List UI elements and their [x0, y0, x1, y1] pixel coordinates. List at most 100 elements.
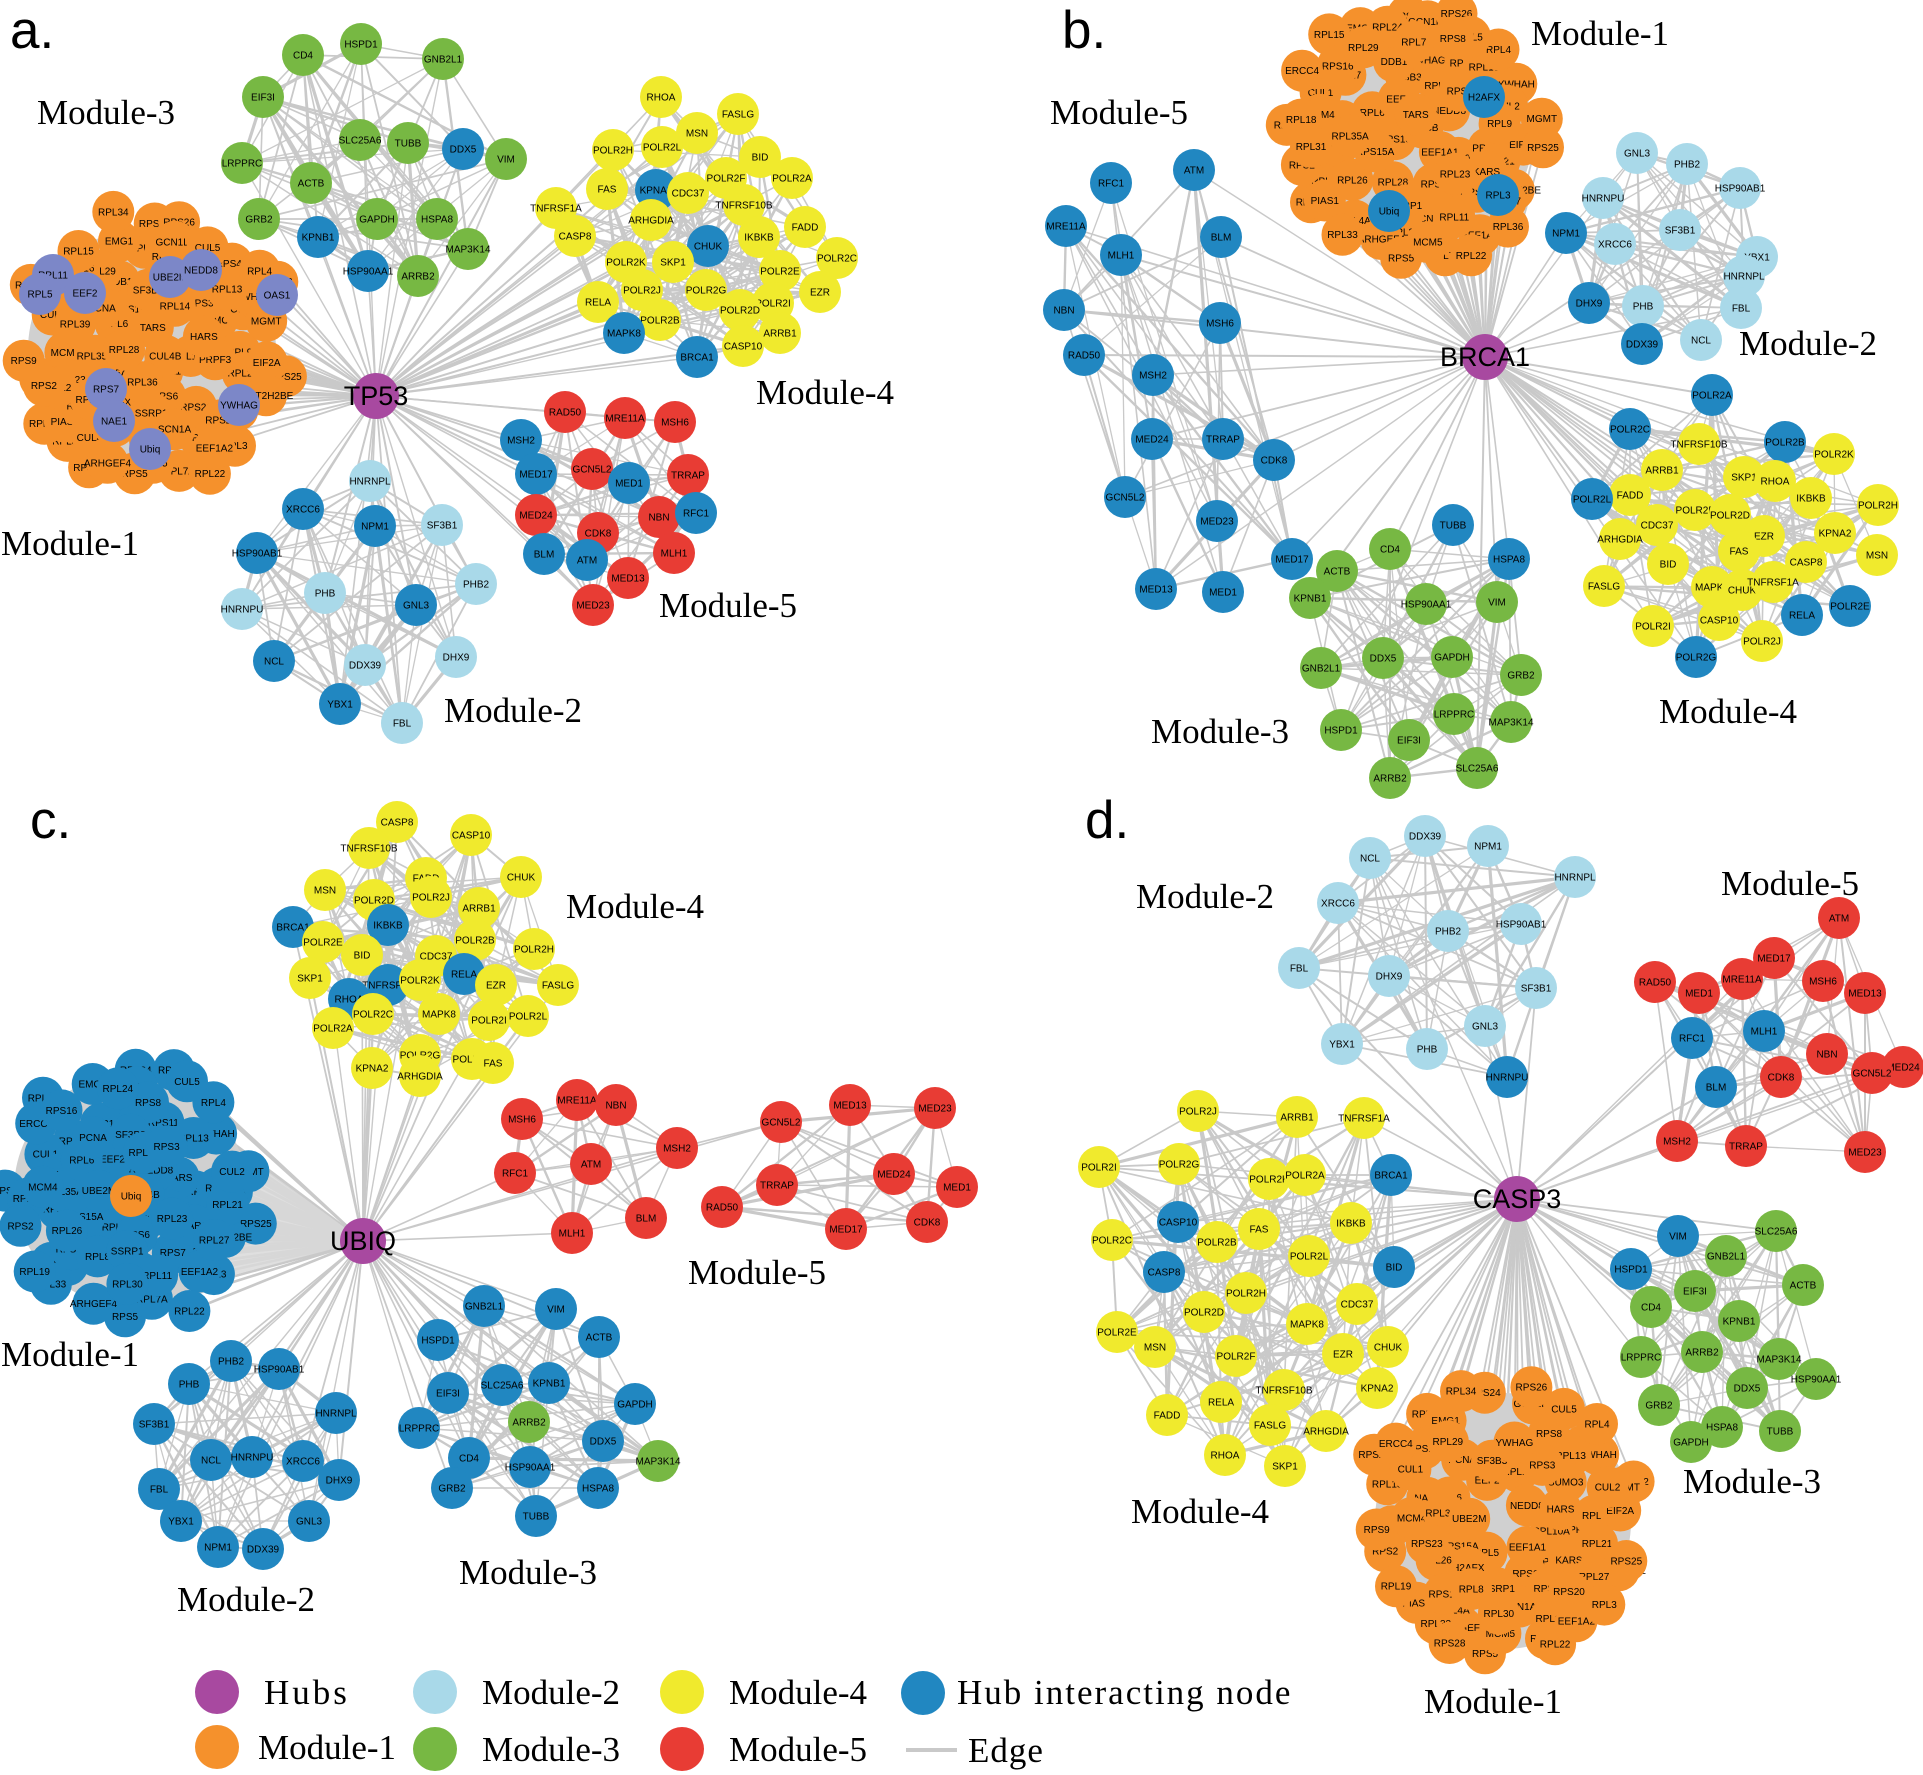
svg-text:RPL13: RPL13 — [1555, 1451, 1586, 1462]
svg-text:RPS25: RPS25 — [1527, 143, 1559, 154]
svg-text:DHX9: DHX9 — [326, 1476, 353, 1487]
svg-text:Ubiq: Ubiq — [140, 445, 161, 456]
svg-text:YWHAH: YWHAH — [1580, 1450, 1617, 1461]
svg-text:POLR2J: POLR2J — [1743, 637, 1781, 648]
svg-text:GAPDH: GAPDH — [1673, 1438, 1709, 1449]
svg-text:RPL22: RPL22 — [195, 469, 226, 480]
svg-text:SLC25A6: SLC25A6 — [1755, 1227, 1798, 1238]
svg-text:Module-4: Module-4 — [566, 887, 704, 926]
svg-text:POLR2L: POLR2L — [1573, 495, 1612, 506]
svg-text:RPS11: RPS11 — [148, 1118, 179, 1129]
svg-text:RPS28: RPS28 — [1434, 1639, 1466, 1650]
svg-text:Module-3: Module-3 — [1683, 1462, 1821, 1501]
svg-text:SUMO3: SUMO3 — [1548, 1477, 1584, 1488]
svg-text:CASP8: CASP8 — [559, 232, 592, 243]
svg-text:EIF3I: EIF3I — [1397, 736, 1421, 747]
svg-text:YWHAG: YWHAG — [220, 401, 258, 412]
svg-text:SSRP1: SSRP1 — [135, 409, 168, 420]
svg-text:TRRAP: TRRAP — [1729, 1142, 1763, 1153]
svg-text:BRCA1: BRCA1 — [680, 353, 714, 364]
svg-text:CUL1: CUL1 — [40, 310, 66, 321]
svg-text:SSRP1: SSRP1 — [1482, 1584, 1515, 1595]
svg-text:RFC1: RFC1 — [502, 1169, 529, 1180]
svg-text:RFC1: RFC1 — [1098, 179, 1125, 190]
svg-text:HNRNPU: HNRNPU — [1486, 1073, 1529, 1084]
svg-text:NPM1: NPM1 — [361, 522, 389, 533]
svg-text:Module-4: Module-4 — [1131, 1492, 1269, 1531]
svg-text:CASP8: CASP8 — [381, 818, 414, 829]
svg-text:MAP3K14: MAP3K14 — [635, 1457, 680, 1468]
svg-text:TP53: TP53 — [344, 381, 409, 411]
svg-text:GCN5L2: GCN5L2 — [573, 465, 612, 476]
svg-text:RPL11: RPL11 — [38, 271, 68, 282]
svg-text:RPS7: RPS7 — [1534, 1584, 1561, 1595]
svg-text:RPS27: RPS27 — [1358, 1450, 1390, 1461]
svg-text:Hub interacting node: Hub interacting node — [957, 1673, 1292, 1712]
svg-text:CD4: CD4 — [293, 51, 313, 62]
svg-text:EEF2: EEF2 — [72, 289, 97, 300]
svg-text:MED1: MED1 — [615, 479, 643, 490]
svg-text:TRRAP: TRRAP — [1206, 435, 1240, 446]
svg-text:CHUK: CHUK — [1728, 586, 1757, 597]
svg-text:RPS26: RPS26 — [1441, 9, 1473, 20]
svg-text:EEF2: EEF2 — [100, 1155, 125, 1166]
svg-text:MSH2: MSH2 — [1663, 1137, 1691, 1148]
svg-text:POLR2H: POLR2H — [593, 146, 633, 157]
svg-text:RPL5: RPL5 — [1474, 1548, 1499, 1559]
svg-text:d.: d. — [1085, 791, 1129, 850]
svg-text:EIF3I: EIF3I — [1683, 1287, 1707, 1298]
svg-text:MED13: MED13 — [1139, 585, 1173, 596]
svg-text:RPL3: RPL3 — [1592, 1600, 1617, 1611]
svg-text:MAPK8: MAPK8 — [607, 329, 641, 340]
svg-text:RFC1: RFC1 — [1679, 1034, 1706, 1045]
svg-text:MSH2: MSH2 — [663, 1144, 691, 1155]
svg-text:Module-5: Module-5 — [729, 1730, 867, 1769]
svg-text:SF3B1: SF3B1 — [1665, 226, 1696, 237]
svg-text:FAS: FAS — [484, 1059, 503, 1070]
svg-text:TUBB: TUBB — [395, 139, 422, 150]
svg-text:RPL4: RPL4 — [1486, 45, 1511, 56]
svg-text:BLM: BLM — [636, 1214, 657, 1225]
svg-text:RPS2: RPS2 — [31, 381, 58, 392]
svg-text:TUBB: TUBB — [1440, 521, 1467, 532]
svg-text:MED17: MED17 — [1275, 555, 1309, 566]
svg-text:RPL36: RPL36 — [127, 378, 158, 389]
svg-text:MED23: MED23 — [576, 601, 610, 612]
svg-text:RPL23: RPL23 — [1440, 169, 1471, 180]
svg-text:MED17: MED17 — [829, 1225, 863, 1236]
svg-text:RPL39: RPL39 — [60, 319, 91, 330]
svg-text:MED13: MED13 — [833, 1101, 867, 1112]
svg-text:IKBKB: IKBKB — [1796, 494, 1826, 505]
svg-text:Ubiq: Ubiq — [1379, 207, 1400, 218]
svg-text:MED24: MED24 — [519, 511, 553, 522]
svg-text:KPNB1: KPNB1 — [302, 233, 335, 244]
svg-text:a.: a. — [10, 1, 54, 60]
svg-text:MAPK8: MAPK8 — [1290, 1320, 1324, 1331]
svg-text:RPL24: RPL24 — [103, 1084, 134, 1095]
svg-text:VIM: VIM — [1488, 598, 1506, 609]
svg-text:NEDD8: NEDD8 — [1432, 106, 1466, 117]
svg-text:POLR2K: POLR2K — [1249, 1175, 1289, 1186]
svg-text:HNRNPL: HNRNPL — [315, 1409, 357, 1420]
svg-text:SF3B1: SF3B1 — [139, 1420, 170, 1431]
svg-text:POLR2A: POLR2A — [313, 1024, 353, 1035]
svg-text:DHX9: DHX9 — [1576, 299, 1603, 310]
svg-text:RPL33: RPL33 — [36, 1279, 67, 1290]
svg-text:NBN: NBN — [605, 1101, 626, 1112]
svg-text:MCM5: MCM5 — [1413, 238, 1443, 249]
svg-text:VIM: VIM — [547, 1305, 565, 1316]
svg-text:POLR2K: POLR2K — [400, 976, 440, 987]
svg-text:MSN: MSN — [314, 886, 336, 897]
svg-text:POLR2D: POLR2D — [720, 306, 760, 317]
svg-text:LRPPRC: LRPPRC — [1434, 710, 1475, 721]
svg-text:POLR2L: POLR2L — [509, 1012, 548, 1023]
svg-text:GAPDH: GAPDH — [617, 1400, 653, 1411]
svg-text:RPL22: RPL22 — [174, 1307, 205, 1318]
svg-text:RPL4: RPL4 — [201, 1098, 226, 1109]
svg-text:GNL3: GNL3 — [403, 601, 430, 612]
svg-text:POLR2H: POLR2H — [1858, 501, 1898, 512]
svg-text:PHB: PHB — [179, 1380, 200, 1391]
svg-text:RPL7A: RPL7A — [1429, 251, 1461, 262]
svg-text:DDX39: DDX39 — [349, 661, 382, 672]
svg-text:BLM: BLM — [1706, 1083, 1727, 1094]
